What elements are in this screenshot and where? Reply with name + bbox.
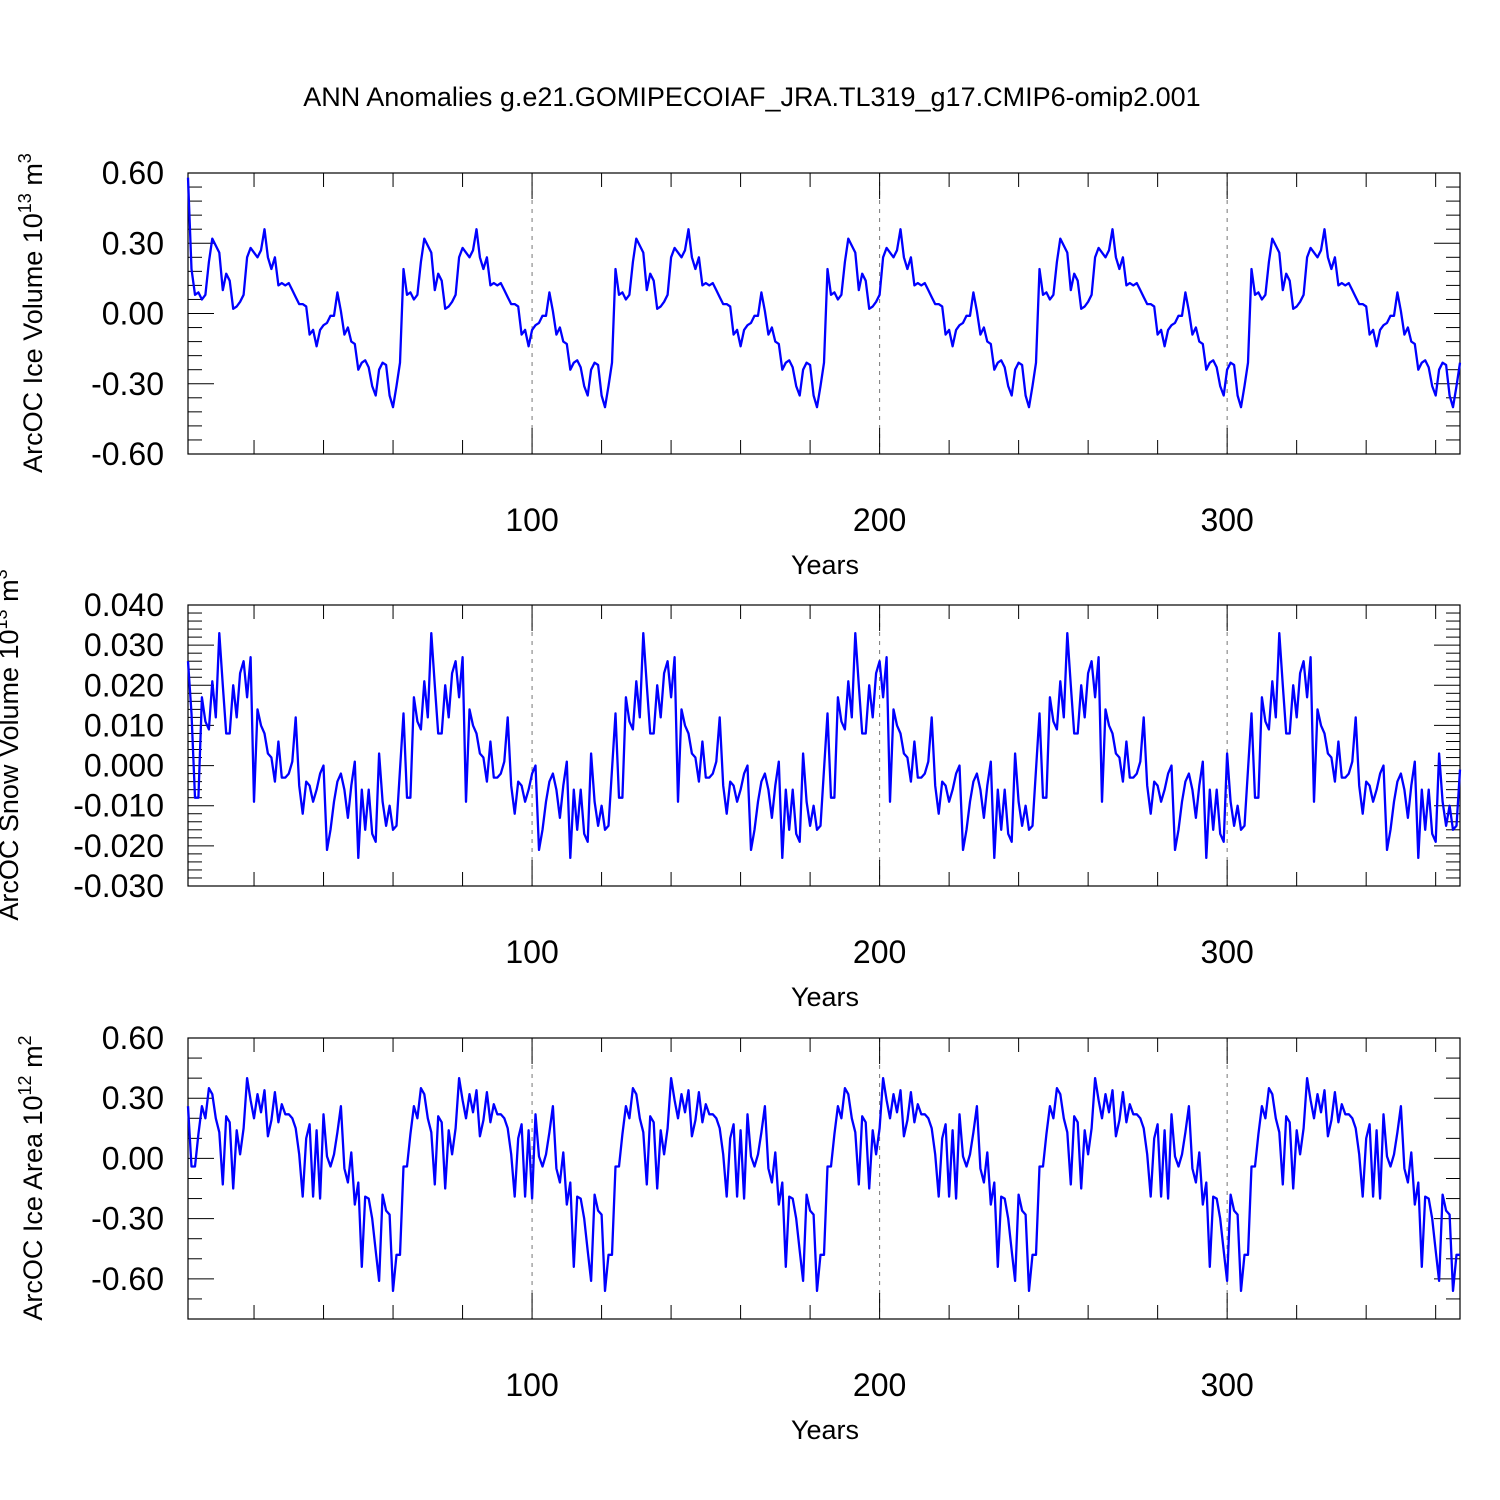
y-tick-label: 0.00 xyxy=(102,1140,164,1176)
y-tick-label: 0.030 xyxy=(84,627,164,663)
series-line-ice-volume xyxy=(186,177,1462,409)
x-tick-label-200: 200 xyxy=(853,1367,906,1403)
y-tick-label: 0.00 xyxy=(102,296,164,332)
y-axis-title-text: ArcOC Ice Volume 10 xyxy=(18,213,48,473)
y-tick-label: -0.30 xyxy=(91,366,164,402)
y-tick-label: -0.030 xyxy=(73,868,164,904)
y-tick-label: -0.010 xyxy=(73,788,164,824)
x-tick-label-200: 200 xyxy=(853,502,906,538)
y-axis-title-unit: m xyxy=(18,1045,48,1075)
y-axis-title: ArcOC Ice Volume 1013 m3 xyxy=(15,153,48,473)
y-axis-title-unit: m xyxy=(0,579,24,609)
y-axis-title-unit: m xyxy=(18,163,48,193)
x-tick-label-200: 200 xyxy=(853,934,906,970)
panels: 100 200 300 0.60 0.30 0.00 -0.30 -0.60 Years ArcO… xyxy=(0,153,1462,1445)
y-tick-label: -0.60 xyxy=(91,1261,164,1297)
y-tick-label: 0.30 xyxy=(102,225,164,261)
y-axis-title: ArcOC Ice Area 1012 m2 xyxy=(15,1035,48,1320)
y-tick-label: 0.010 xyxy=(84,707,164,743)
x-tick-label-300: 300 xyxy=(1200,934,1253,970)
y-axis-title-exponent: 13 xyxy=(15,193,35,213)
y-axis-title-text: ArcOC Ice Area 10 xyxy=(18,1095,48,1320)
y-axis-title-exponent: 13 xyxy=(0,609,11,629)
panel-ice-area: 100 200 300 0.60 0.30 0.00 -0.30 -0.60 Years ArcO… xyxy=(15,1020,1461,1445)
panel-ice-volume: 100 200 300 0.60 0.30 0.00 -0.30 -0.60 Years ArcO… xyxy=(15,153,1462,580)
series-line-snow-volume xyxy=(186,631,1462,860)
y-tick-label: 0.020 xyxy=(84,667,164,703)
x-axis-title: Years xyxy=(791,1415,859,1445)
x-tick-label-300: 300 xyxy=(1200,1367,1253,1403)
y-tick-label: -0.30 xyxy=(91,1201,164,1237)
y-axis-title-unit-exponent: 3 xyxy=(0,569,11,579)
panel-snow-volume: 100 200 300 0.040 0.030 0.020 0.010 0.000 -0.010… xyxy=(0,569,1462,1012)
y-axis-title-unit-exponent: 3 xyxy=(15,153,35,163)
plot-frame xyxy=(187,604,1461,887)
y-tick-label: 0.040 xyxy=(84,587,164,623)
figure-title: ANN Anomalies g.e21.GOMIPECOIAF_JRA.TL31… xyxy=(303,82,1200,112)
x-axis-title: Years xyxy=(791,982,859,1012)
x-axis-title: Years xyxy=(791,550,859,580)
y-axis-title-exponent: 12 xyxy=(15,1075,35,1095)
y-tick-label: 0.60 xyxy=(102,1020,164,1056)
y-tick-label: 0.60 xyxy=(102,155,164,191)
y-axis-title-unit-exponent: 2 xyxy=(15,1035,35,1045)
x-tick-label-100: 100 xyxy=(505,1367,558,1403)
series-line-ice-area xyxy=(186,1076,1460,1293)
x-tick-label-300: 300 xyxy=(1200,502,1253,538)
y-tick-label: -0.020 xyxy=(73,828,164,864)
x-tick-label-100: 100 xyxy=(505,934,558,970)
y-tick-label: 0.000 xyxy=(84,748,164,784)
y-axis-title-text: ArcOC Snow Volume 10 xyxy=(0,629,24,920)
y-axis-title: ArcOC Snow Volume 1013 m3 xyxy=(0,569,24,920)
x-tick-label-100: 100 xyxy=(505,502,558,538)
y-tick-label: 0.30 xyxy=(102,1080,164,1116)
plot-frame xyxy=(187,172,1461,455)
y-tick-label: -0.60 xyxy=(91,436,164,472)
